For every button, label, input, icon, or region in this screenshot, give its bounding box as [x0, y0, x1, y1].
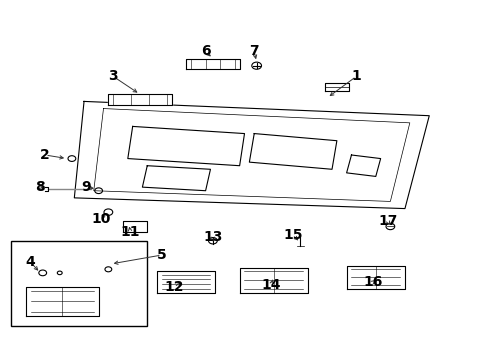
Text: 15: 15 — [283, 228, 302, 242]
Bar — [11, 241, 147, 327]
Text: 16: 16 — [363, 275, 382, 289]
Polygon shape — [26, 287, 99, 316]
Polygon shape — [186, 59, 239, 69]
Text: 13: 13 — [203, 230, 222, 244]
Polygon shape — [239, 267, 307, 293]
Text: 2: 2 — [40, 148, 50, 162]
Text: 10: 10 — [91, 212, 110, 226]
Text: 17: 17 — [378, 214, 397, 228]
Text: 1: 1 — [351, 69, 361, 84]
Text: 4: 4 — [26, 255, 35, 269]
Polygon shape — [346, 266, 404, 289]
Text: 7: 7 — [249, 44, 259, 58]
Polygon shape — [122, 221, 147, 232]
Text: 8: 8 — [35, 180, 45, 194]
Text: 6: 6 — [201, 44, 210, 58]
Text: 3: 3 — [108, 69, 118, 84]
Text: 5: 5 — [157, 248, 166, 262]
Text: 14: 14 — [261, 278, 281, 292]
Text: 11: 11 — [120, 225, 140, 239]
Polygon shape — [74, 102, 428, 208]
Polygon shape — [108, 94, 171, 105]
Polygon shape — [157, 271, 215, 293]
Text: 12: 12 — [164, 280, 183, 294]
Text: 9: 9 — [81, 180, 91, 194]
